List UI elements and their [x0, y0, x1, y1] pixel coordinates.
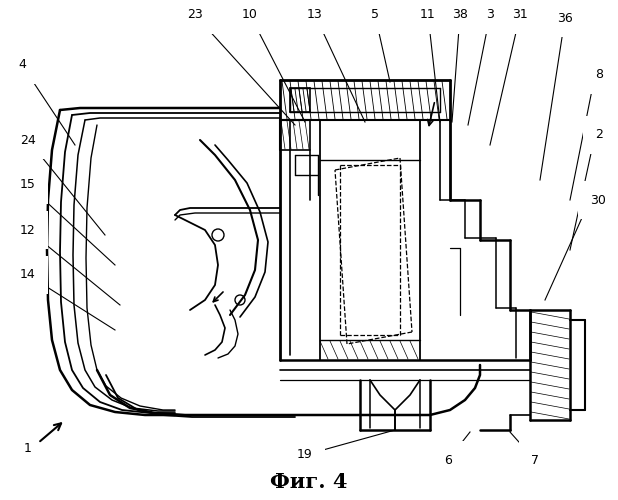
- Text: 13: 13: [307, 8, 323, 22]
- Text: 1: 1: [24, 442, 32, 454]
- Text: 12: 12: [20, 224, 36, 236]
- Text: 15: 15: [20, 178, 36, 192]
- Text: 3: 3: [486, 8, 494, 22]
- Text: 7: 7: [531, 454, 539, 466]
- Text: 23: 23: [187, 8, 203, 22]
- Text: 24: 24: [20, 134, 36, 146]
- Text: 38: 38: [452, 8, 468, 22]
- Text: 10: 10: [242, 8, 258, 22]
- Text: 31: 31: [512, 8, 528, 22]
- Text: 11: 11: [420, 8, 436, 22]
- Text: 36: 36: [557, 12, 573, 24]
- Text: 5: 5: [371, 8, 379, 22]
- Text: 14: 14: [20, 268, 36, 281]
- Text: 8: 8: [595, 68, 603, 82]
- Text: Фиг. 4: Фиг. 4: [270, 472, 348, 492]
- Text: 19: 19: [297, 448, 313, 462]
- Text: 6: 6: [444, 454, 452, 466]
- Text: 2: 2: [595, 128, 603, 141]
- Text: 30: 30: [590, 194, 606, 206]
- Text: 4: 4: [18, 58, 26, 71]
